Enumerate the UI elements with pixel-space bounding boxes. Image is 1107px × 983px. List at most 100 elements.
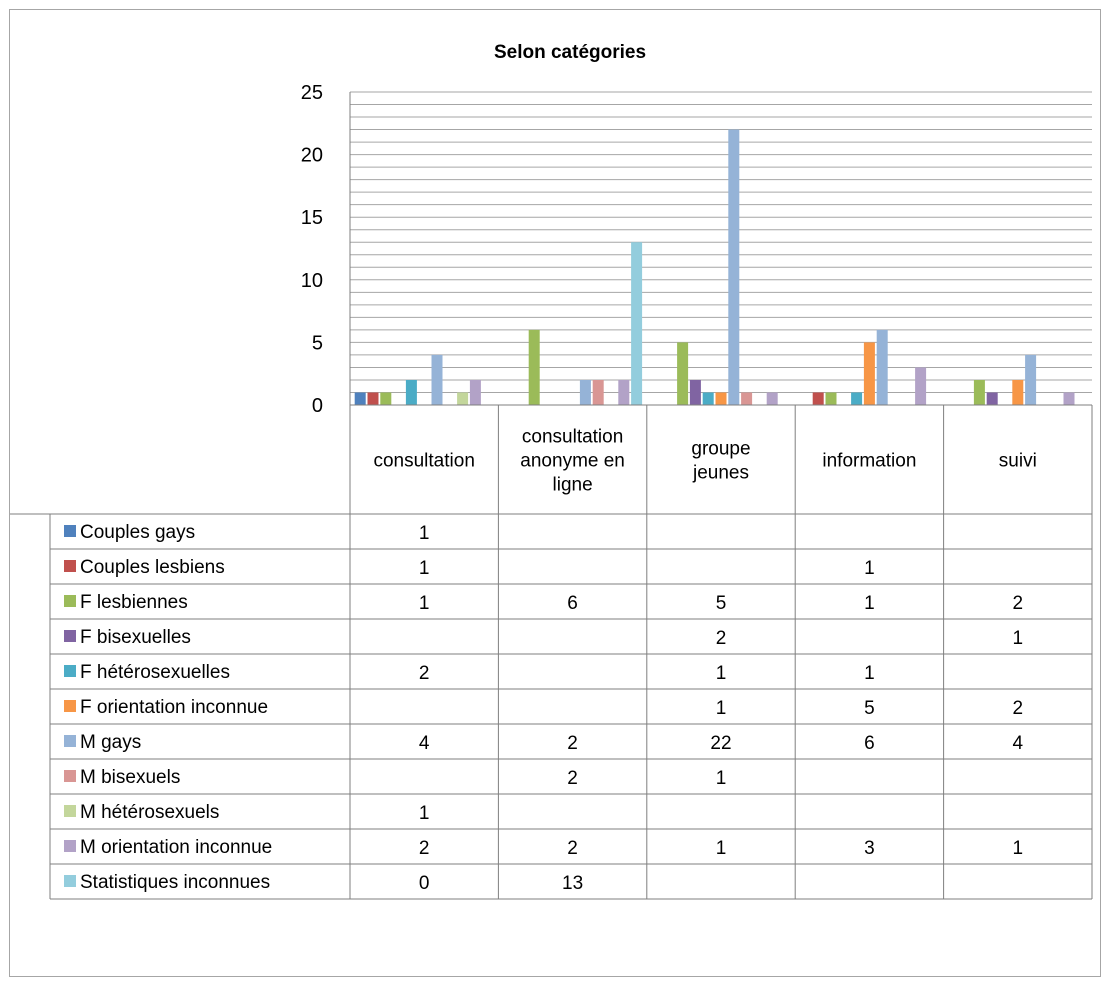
legend-key xyxy=(64,875,76,887)
series-name: M bisexuels xyxy=(80,767,180,788)
bar xyxy=(380,392,392,405)
bar xyxy=(1025,354,1037,405)
legend-key xyxy=(64,700,76,712)
data-cell: 6 xyxy=(567,593,578,614)
data-cell: 2 xyxy=(567,733,578,754)
bar xyxy=(812,392,824,405)
data-cell: 4 xyxy=(419,733,430,754)
data-table: consultation consultation anonyme en ligne g… xyxy=(10,404,1093,900)
bar xyxy=(876,329,888,405)
legend-key xyxy=(64,770,76,782)
data-cell: 4 xyxy=(1013,733,1024,754)
series-name: F hétérosexuelles xyxy=(80,662,230,683)
y-axis: 0 5 10 15 20 25 xyxy=(301,82,351,417)
bar xyxy=(631,242,643,405)
legend-key xyxy=(64,840,76,852)
legend-key xyxy=(64,805,76,817)
y-tick-label: 10 xyxy=(301,270,323,292)
data-cell: 2 xyxy=(419,838,430,859)
series-name: F orientation inconnue xyxy=(80,697,268,718)
data-cell: 1 xyxy=(1013,628,1024,649)
data-cell: 1 xyxy=(419,558,430,579)
series-name: M orientation inconnue xyxy=(80,837,272,858)
bar xyxy=(851,392,863,405)
bar xyxy=(741,392,753,405)
chart-title: Selon catégories xyxy=(494,42,646,63)
bar xyxy=(469,379,481,405)
series-name: F lesbiennes xyxy=(80,592,188,613)
bar xyxy=(618,379,630,405)
bar xyxy=(579,379,591,405)
data-cell: 1 xyxy=(716,698,727,719)
data-cell: 1 xyxy=(716,768,727,789)
legend-key xyxy=(64,525,76,537)
data-cell: 1 xyxy=(864,663,875,684)
data-cell: 2 xyxy=(1013,593,1024,614)
bar xyxy=(457,392,469,405)
data-cell: 2 xyxy=(567,838,578,859)
series-name: M gays xyxy=(80,732,141,753)
legend-key xyxy=(64,595,76,607)
bar xyxy=(1012,379,1024,405)
bar xyxy=(766,392,778,405)
data-cell: 2 xyxy=(716,628,727,649)
data-cell: 1 xyxy=(864,558,875,579)
y-tick-label: 0 xyxy=(312,395,323,417)
data-cell: 3 xyxy=(864,838,875,859)
data-cell: 5 xyxy=(864,698,875,719)
data-cell: 2 xyxy=(1013,698,1024,719)
bar xyxy=(973,379,985,405)
bar xyxy=(986,392,998,405)
category-label: groupe xyxy=(691,439,750,460)
data-cell: 1 xyxy=(864,593,875,614)
category-label: consultation xyxy=(373,451,474,472)
series-name: M hétérosexuels xyxy=(80,802,219,823)
chart-frame: Selon catégories 0 5 10 15 20 25 consultation… xyxy=(9,9,1101,977)
category-label: suivi xyxy=(999,451,1037,472)
category-label: information xyxy=(822,451,916,472)
series-name: F bisexuelles xyxy=(80,627,191,648)
bar xyxy=(405,379,417,405)
legend-key xyxy=(64,560,76,572)
y-tick-label: 5 xyxy=(312,332,323,354)
y-tick-label: 25 xyxy=(301,82,323,104)
bar xyxy=(715,392,727,405)
bar xyxy=(431,354,443,405)
data-cell: 22 xyxy=(710,733,731,754)
series-name: Couples lesbiens xyxy=(80,557,225,578)
grid xyxy=(350,91,1092,406)
data-cell: 1 xyxy=(716,838,727,859)
bar xyxy=(367,392,379,405)
bars xyxy=(354,129,1075,405)
data-cell: 1 xyxy=(716,663,727,684)
legend-key xyxy=(64,630,76,642)
y-tick-label: 20 xyxy=(301,145,323,167)
bar xyxy=(689,379,701,405)
bar xyxy=(1063,392,1075,405)
data-cell: 2 xyxy=(567,768,578,789)
category-label: consultation xyxy=(522,427,623,448)
data-cell: 13 xyxy=(562,873,583,894)
bar xyxy=(915,367,927,405)
data-cell: 0 xyxy=(419,873,430,894)
legend-key xyxy=(64,665,76,677)
data-cell: 1 xyxy=(419,523,430,544)
data-cell: 1 xyxy=(419,803,430,824)
series-name: Statistiques inconnues xyxy=(80,872,270,893)
data-cell: 6 xyxy=(864,733,875,754)
category-label: anonyme en xyxy=(520,451,625,472)
bar xyxy=(528,329,540,405)
series-name: Couples gays xyxy=(80,522,195,543)
bar xyxy=(825,392,837,405)
bar xyxy=(354,392,366,405)
category-label: ligne xyxy=(553,475,593,496)
legend-key xyxy=(64,735,76,747)
bar xyxy=(728,129,740,405)
bar xyxy=(677,342,689,405)
data-cell: 5 xyxy=(716,593,727,614)
bar xyxy=(592,379,604,405)
bar xyxy=(702,392,714,405)
data-cell: 2 xyxy=(419,663,430,684)
data-cell: 1 xyxy=(419,593,430,614)
